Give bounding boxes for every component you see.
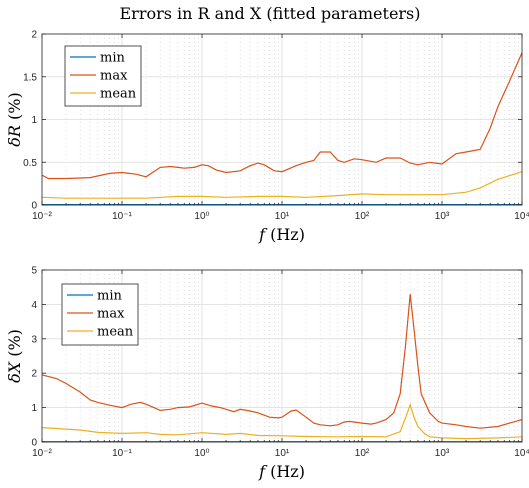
- y-tick-label: 4: [31, 300, 37, 311]
- x-tick-label: 10⁴: [514, 448, 529, 459]
- y-tick-label: 2: [31, 30, 37, 41]
- chart-delta-x: 10⁻² 10⁻¹ 10⁰ 10¹ 10² 10³ 10⁴ 0 1 2 3 4 5 f (Hz) δX (%…: [5, 266, 529, 482]
- legend-box: [61, 283, 139, 346]
- legend-label-min: min: [97, 289, 122, 304]
- x-axis-label: f (Hz): [258, 225, 305, 244]
- x-tick-label: 10⁻²: [32, 211, 52, 222]
- y-tick-label: 1.5: [23, 72, 37, 83]
- y-tick-label: 5: [31, 266, 37, 277]
- x-tick-label: 10³: [435, 448, 450, 459]
- legend-label-mean: mean: [97, 325, 134, 340]
- y-tick-label: 3: [31, 334, 37, 345]
- x-tick-label: 10¹: [275, 448, 290, 459]
- legend-label-max: max: [97, 307, 125, 322]
- x-tick-label: 10⁰: [194, 211, 209, 222]
- legend-label-min: min: [100, 51, 125, 66]
- x-tick-label: 10⁴: [514, 211, 529, 222]
- y-axis-label: δR (%): [5, 92, 24, 146]
- x-tick-label: 10⁻¹: [112, 448, 132, 459]
- x-tick-label: 10²: [355, 211, 370, 222]
- legend: min max mean: [64, 45, 142, 107]
- x-axis-label: f (Hz): [258, 462, 305, 481]
- y-tick-label: 0: [31, 201, 37, 212]
- chart-delta-r: 10⁻² 10⁻¹ 10⁰ 10¹ 10² 10³ 10⁴ 0 0.5 1 1.5 2 f (Hz) δR…: [5, 30, 529, 245]
- x-tick-label: 10²: [355, 448, 370, 459]
- legend-box: [64, 45, 142, 107]
- series-line-mean: [41, 171, 523, 199]
- legend: min max mean: [61, 283, 139, 346]
- series-line-mean: [41, 402, 523, 440]
- x-tick-label: 10⁻²: [32, 448, 52, 459]
- x-tick-label: 10³: [435, 211, 450, 222]
- legend-label-max: max: [100, 69, 128, 84]
- y-tick-label: 0.5: [23, 158, 37, 169]
- y-tick-label: 0: [31, 438, 37, 449]
- x-tick-label: 10⁻¹: [112, 211, 132, 222]
- series-line-max: [41, 294, 523, 429]
- legend-label-mean: mean: [100, 87, 137, 102]
- x-tick-label: 10⁰: [194, 448, 209, 459]
- series-line-max: [41, 52, 523, 180]
- y-tick-label: 1: [31, 403, 37, 414]
- y-tick-label: 1: [31, 115, 37, 126]
- y-tick-label: 2: [31, 369, 37, 380]
- y-axis-label: δX (%): [5, 329, 24, 383]
- figure-title: Errors in R and X (fitted parameters): [119, 4, 420, 23]
- x-tick-label: 10¹: [275, 211, 290, 222]
